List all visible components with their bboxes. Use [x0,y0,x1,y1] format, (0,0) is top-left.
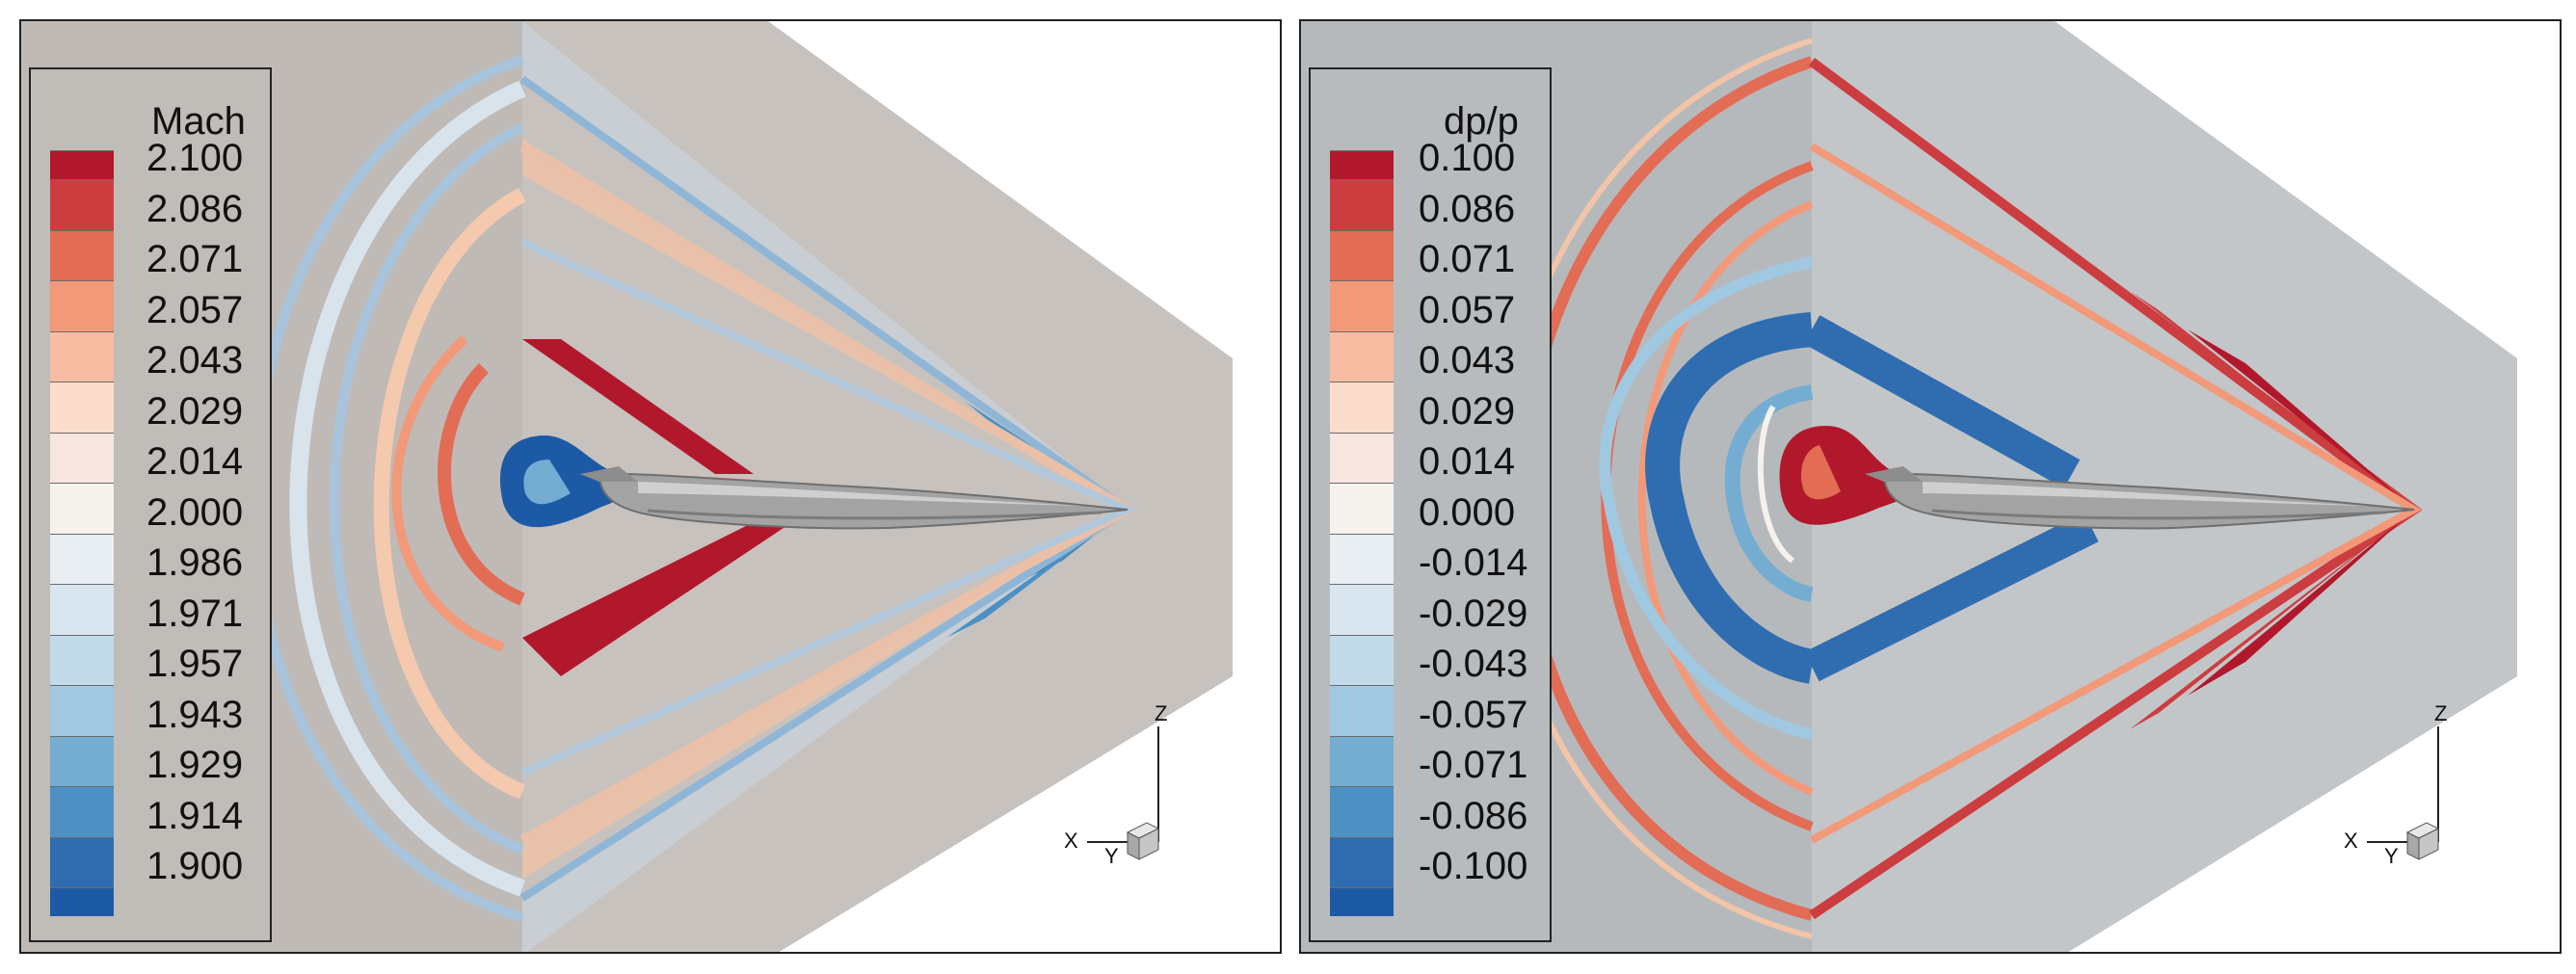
legend-swatch [50,382,114,433]
legend-level-label: 1.914 [146,794,244,837]
legend-swatch [1330,584,1394,635]
legend-level-label: 2.000 [146,490,244,534]
legend-swatch [50,836,114,888]
axis-z-label: Z [2434,701,2448,725]
legend-level-label: 0.100 [1419,137,1516,179]
legend-swatch [1330,382,1394,433]
legend-level-label: -0.014 [1419,541,1528,584]
legend-swatch [50,786,114,837]
legend-swatch [50,483,114,534]
legend-title: dp/p [1444,100,1519,143]
mach-legend: Mach 2.100 2.086 2.071 2.057 2.043 2.029 2.014… [29,67,272,942]
legend-level-label: 2.057 [146,288,244,331]
legend-level-label: 0.000 [1419,490,1516,534]
legend-level-label: 2.086 [146,187,244,230]
legend-level-label: 1.957 [146,643,244,685]
legend-level-label: 1.971 [146,592,244,635]
legend-swatch [50,584,114,635]
legend-swatch [50,432,114,484]
legend-level-label: 0.043 [1419,339,1516,382]
legend-swatch [1330,229,1394,281]
legend-level-label: -0.100 [1419,845,1528,887]
legend-level-label: 1.900 [146,845,244,887]
legend-swatch [1330,280,1394,331]
axis-z-label: Z [1155,701,1168,725]
legend-level-label: 0.029 [1419,389,1516,433]
legend-swatch [50,179,114,230]
legend-level-label: 2.043 [146,339,244,382]
axis-triad: Z X Y [2342,701,2457,879]
legend-level-label: 2.029 [146,389,244,433]
legend-level-label: 1.929 [146,744,244,786]
legend-swatch [1330,735,1394,787]
legend-swatch [50,533,114,585]
legend-level-label: -0.086 [1419,794,1528,837]
legend-level-label: 2.071 [146,238,244,280]
legend-swatch [50,229,114,281]
legend-level-label: 0.086 [1419,187,1516,230]
legend-swatch [50,735,114,787]
legend-swatch [1330,150,1394,179]
legend-swatch [1330,887,1394,917]
axis-x-label: X [1064,829,1078,853]
legend-swatch [50,280,114,331]
mach-contour-panel: Mach 2.100 2.086 2.071 2.057 2.043 2.029 2.014… [19,19,1282,954]
dpp-contour-panel: dp/p 0.100 0.086 0.071 0.057 0.043 0.029 0.014… [1299,19,2562,954]
legend-level-label: 0.071 [1419,238,1516,280]
legend-level-label: 0.014 [1419,440,1516,483]
legend-swatch [50,887,114,917]
legend-swatch [50,150,114,179]
legend-swatch [50,330,114,382]
legend-swatch [1330,330,1394,382]
legend-level-label: 2.100 [146,137,244,179]
legend-swatch [1330,432,1394,484]
dpp-legend: dp/p 0.100 0.086 0.071 0.057 0.043 0.029 0.014… [1309,67,1552,942]
legend-swatch [1330,179,1394,230]
legend-title: Mach [151,100,246,143]
legend-swatch [1330,786,1394,837]
legend-level-label: -0.029 [1419,592,1528,635]
legend-swatch [50,634,114,686]
legend-level-label: -0.071 [1419,744,1528,786]
legend-swatch [1330,483,1394,534]
legend-level-label: 2.014 [146,440,244,483]
axis-y-label: Y [2384,844,2399,868]
axis-x-label: X [2344,829,2358,853]
legend-swatch [1330,634,1394,686]
legend-level-label: 0.057 [1419,288,1516,331]
legend-level-label: 1.986 [146,541,244,584]
axis-triad: Z X Y [1062,701,1178,879]
legend-swatch [1330,533,1394,585]
axis-y-label: Y [1104,844,1119,868]
legend-swatch [1330,836,1394,888]
legend-level-label: -0.057 [1419,693,1528,736]
legend-swatch [1330,685,1394,736]
legend-swatch [50,685,114,736]
legend-level-label: -0.043 [1419,643,1528,685]
legend-level-label: 1.943 [146,693,244,736]
